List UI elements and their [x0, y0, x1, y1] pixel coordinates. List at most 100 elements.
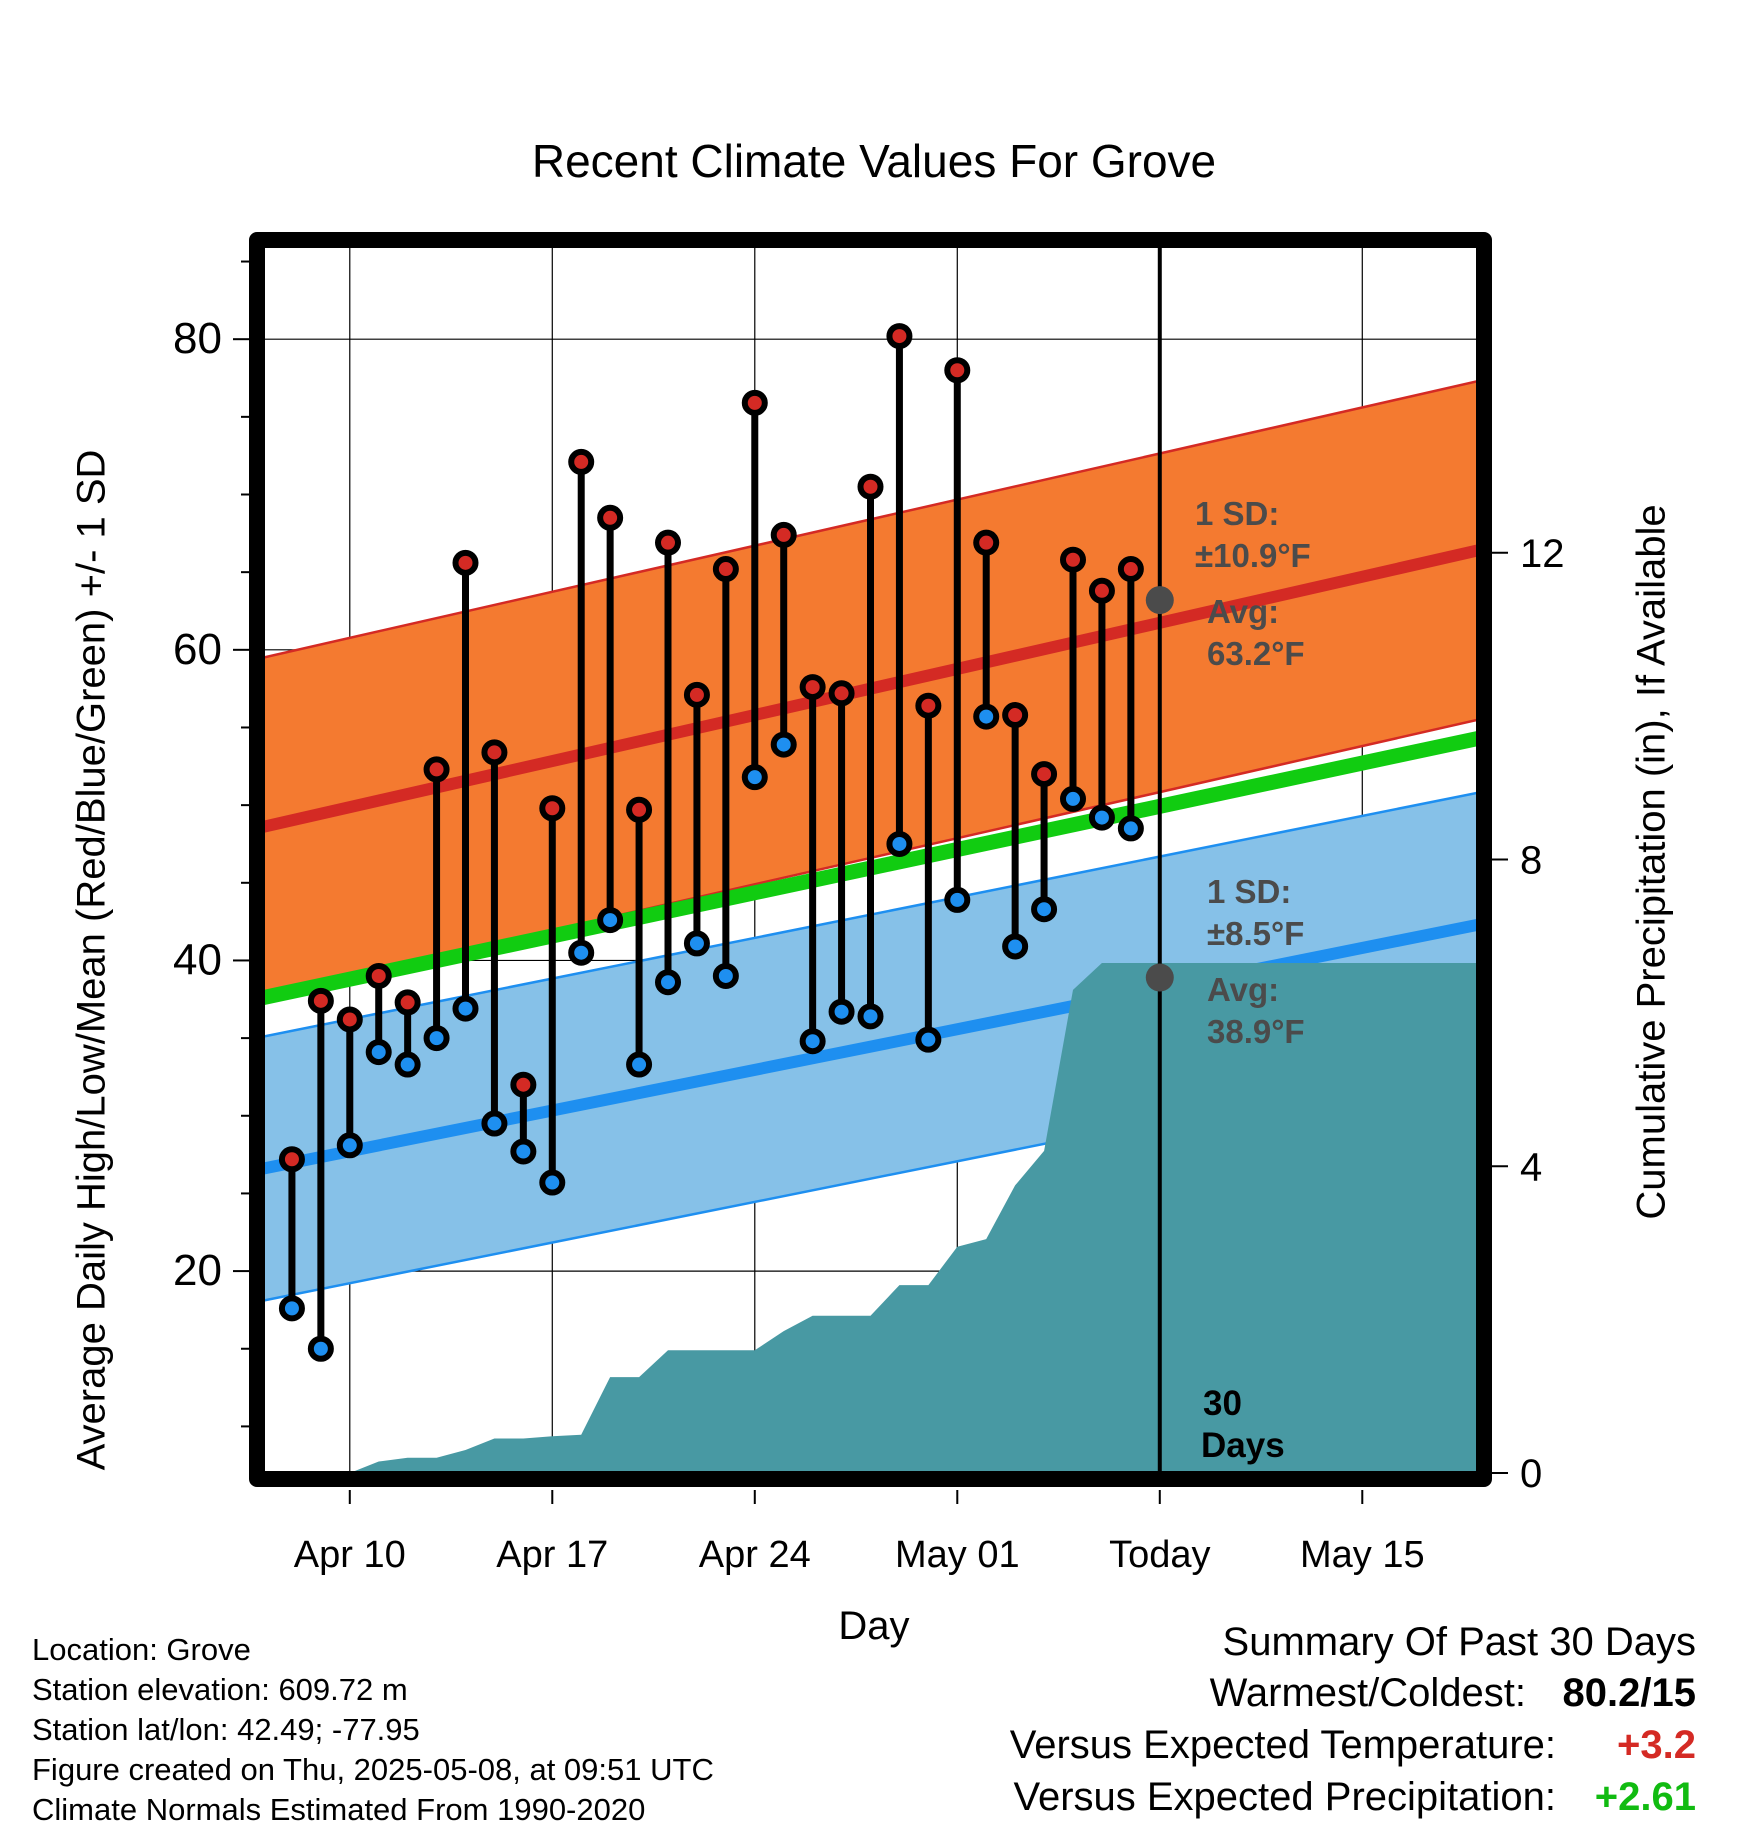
observed-low-point	[1088, 804, 1115, 831]
low-sd-value: ±8.5°F	[1207, 915, 1304, 952]
observed-high-point	[915, 692, 942, 719]
y-tick-label-right: 12	[1520, 532, 1565, 576]
y-tick-label-left: 40	[173, 935, 222, 984]
observed-high-point	[857, 473, 884, 500]
observed-low-point	[481, 1110, 508, 1137]
observed-high-point	[1088, 577, 1115, 604]
meta-latlon: Station lat/lon: 42.49; -77.95	[32, 1712, 420, 1747]
observed-low-point	[655, 969, 681, 996]
x-tick-label: Apr 17	[496, 1534, 608, 1576]
y-tick-label-right: 0	[1520, 1452, 1542, 1496]
observed-low-point	[944, 886, 971, 913]
days-label-number: 30	[1203, 1384, 1242, 1423]
observed-high-point	[799, 674, 826, 701]
observed-high-point	[597, 504, 624, 531]
observed-high-point	[741, 389, 768, 416]
summary-row-warm-cold: Warmest/Coldest: 80.2/15	[876, 1671, 1696, 1723]
observed-high-point	[510, 1071, 537, 1098]
observed-high-point	[655, 529, 681, 556]
observed-low-point	[597, 907, 624, 934]
low-avg-title: Avg:	[1207, 971, 1279, 1008]
observed-low-point	[741, 764, 768, 791]
observed-low-point	[1060, 785, 1086, 812]
observed-high-point	[481, 739, 508, 766]
x-tick-label: May 15	[1300, 1534, 1425, 1576]
observed-low-point	[886, 830, 913, 857]
days-label-text: Days	[1201, 1426, 1285, 1465]
observed-low-point	[452, 995, 479, 1022]
observed-high-point	[712, 556, 739, 583]
observed-low-point	[568, 939, 595, 966]
observed-high-point	[1031, 761, 1058, 788]
summary-row-precip: Versus Expected Precipitation: +2.61	[876, 1775, 1696, 1827]
precipitation-area	[263, 963, 1478, 1473]
summary-temp-label: Versus Expected Temperature:	[1009, 1723, 1556, 1767]
cumulative-precip-area	[263, 963, 1478, 1473]
meta-normals: Climate Normals Estimated From 1990-2020	[32, 1792, 646, 1827]
high-avg-value: 63.2°F	[1207, 635, 1305, 672]
y-axis-label-left: Average Daily High/Low/Mean (Red/Blue/Gr…	[69, 449, 114, 1471]
observed-low-point	[626, 1051, 653, 1078]
plot-frame	[249, 232, 1492, 1487]
meta-location: Location: Grove	[32, 1632, 251, 1667]
observed-high-point	[423, 756, 450, 783]
observed-low-point	[915, 1026, 942, 1053]
x-axis-label: Day	[838, 1604, 910, 1648]
summary-heading: Summary Of Past 30 Days	[1222, 1620, 1696, 1664]
observed-low-point	[307, 1335, 334, 1362]
observed-high-point	[336, 1006, 363, 1033]
low-avg-value: 38.9°F	[1207, 1013, 1305, 1050]
observed-high-point	[973, 529, 1000, 556]
y-tick-label-left: 80	[173, 314, 222, 363]
observed-high-point	[683, 681, 710, 708]
y-axis-label-right: Cumulative Precipitation (in), If Availa…	[1629, 504, 1674, 1220]
observed-high-point	[944, 357, 971, 384]
y-tick-label-left: 60	[173, 625, 222, 674]
observed-low-point	[799, 1028, 826, 1055]
summary-precip-label: Versus Expected Precipitation:	[1013, 1775, 1556, 1819]
observed-temperatures	[278, 323, 1144, 1362]
today-high-avg-dot	[1145, 586, 1174, 615]
observed-low-point	[683, 930, 710, 957]
observed-high-point	[307, 987, 334, 1014]
observed-high-point	[365, 962, 392, 989]
observed-high-point	[568, 448, 595, 475]
observed-low-point	[336, 1132, 363, 1159]
summary-warm-cold-value: 80.2/15	[1562, 1671, 1696, 1715]
low-sd-title: 1 SD:	[1207, 873, 1291, 910]
observed-low-point	[973, 703, 1000, 730]
observed-high-point	[770, 521, 797, 548]
observed-low-point	[770, 731, 797, 758]
summary-precip-value: +2.61	[1594, 1775, 1696, 1819]
observed-low-point	[365, 1039, 392, 1066]
observed-low-point	[278, 1295, 305, 1322]
high-sd-value: ±10.9°F	[1195, 537, 1311, 574]
summary-row-temp: Versus Expected Temperature: +3.2	[876, 1723, 1696, 1775]
x-tick-label: Apr 24	[699, 1534, 811, 1576]
observed-low-point	[539, 1169, 566, 1196]
observed-high-point	[1002, 702, 1029, 729]
chart-title: Recent Climate Values For Grove	[531, 135, 1217, 187]
observed-high-point	[1117, 556, 1144, 583]
annotations: 1 SD: ±10.9°F Avg: 63.2°F 1 SD: ±8.5°F Avg: 38.…	[1145, 495, 1311, 1465]
observed-low-point	[510, 1138, 537, 1165]
observed-high-point	[539, 795, 566, 822]
observed-high-point	[1060, 546, 1086, 573]
observed-high-point	[394, 989, 421, 1016]
observed-low-point	[423, 1025, 450, 1052]
observed-low-point	[828, 998, 855, 1025]
observed-low-point	[712, 962, 739, 989]
x-tick-label: May 01	[895, 1534, 1020, 1576]
summary-temp-value: +3.2	[1617, 1723, 1696, 1767]
high-sd-title: 1 SD:	[1195, 495, 1279, 532]
observed-high-point	[278, 1146, 305, 1173]
summary-panel: Summary Of Past 30 Days Warmest/Coldest:…	[876, 1620, 1696, 1827]
observed-low-point	[857, 1003, 884, 1030]
observed-high-point	[886, 323, 913, 350]
observed-high-point	[828, 680, 855, 707]
plot-border	[249, 232, 1492, 1487]
x-tick-label: Today	[1109, 1534, 1210, 1576]
observed-low-point	[1031, 896, 1058, 923]
station-metadata: Location: Grove Station elevation: 609.7…	[32, 1630, 714, 1830]
